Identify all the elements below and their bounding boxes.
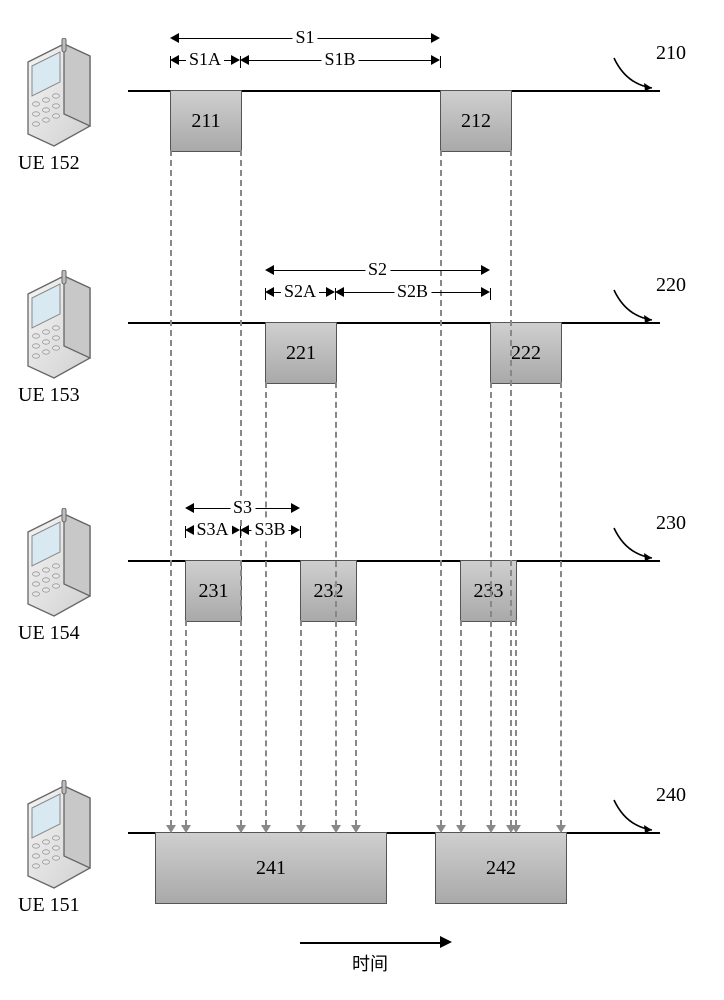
time-block: 221: [265, 322, 337, 384]
leader-arrow: [612, 288, 656, 322]
time-block-label: 212: [441, 91, 511, 151]
dim-arrow-right-icon: [291, 503, 300, 513]
dim-arrow-left-icon: [265, 287, 274, 297]
dash-line: [460, 620, 462, 826]
dim-label: S2B: [394, 281, 431, 302]
ue-label: UE 153: [18, 384, 80, 407]
dash-line: [185, 620, 187, 826]
dash-line: [510, 150, 512, 826]
time-block-label: 221: [266, 323, 336, 383]
dim-arrow-right-icon: [231, 55, 240, 65]
dim-arrow-right-icon: [231, 525, 240, 535]
time-block-label: 232: [301, 561, 356, 621]
dim-arrow-left-icon: [265, 265, 274, 275]
dash-line: [355, 620, 357, 826]
row-ref-number: 240: [656, 784, 686, 807]
dim-arrow-left-icon: [170, 33, 179, 43]
time-block: 222: [490, 322, 562, 384]
time-block-label: 222: [491, 323, 561, 383]
dim-arrow-left-icon: [240, 55, 249, 65]
dash-line: [265, 382, 267, 826]
timeline-baseline: [128, 322, 660, 324]
time-block: 233: [460, 560, 517, 622]
ue-label: UE 151: [18, 894, 80, 917]
dash-line: [170, 150, 172, 826]
dash-line: [560, 382, 562, 826]
time-block-label: 242: [436, 833, 566, 903]
dim-label: S2A: [281, 281, 319, 302]
dim-label: S1A: [186, 49, 224, 70]
dash-arrow-icon: [166, 825, 176, 833]
dim-arrow-left-icon: [335, 287, 344, 297]
dash-arrow-icon: [236, 825, 246, 833]
time-block: 242: [435, 832, 567, 904]
dim-arrow-right-icon: [481, 287, 490, 297]
leader-arrow: [612, 798, 656, 832]
dim-label: S3B: [251, 519, 288, 540]
dash-arrow-icon: [181, 825, 191, 833]
dash-arrow-icon: [556, 825, 566, 833]
leader-arrow: [612, 526, 656, 560]
dash-arrow-icon: [351, 825, 361, 833]
dim-arrow-right-icon: [431, 55, 440, 65]
ue-phone-icon: [18, 508, 98, 620]
time-axis-arrow-icon: [440, 936, 452, 948]
leader-arrow: [612, 56, 656, 90]
time-block-label: 233: [461, 561, 516, 621]
dim-label: S3: [230, 497, 255, 518]
ue-phone-icon: [18, 780, 98, 892]
dash-arrow-icon: [486, 825, 496, 833]
dash-arrow-icon: [511, 825, 521, 833]
time-block-label: 241: [156, 833, 386, 903]
dash-arrow-icon: [456, 825, 466, 833]
row-ref-number: 230: [656, 512, 686, 535]
dim-label: S2: [365, 259, 390, 280]
ue-phone-icon: [18, 270, 98, 382]
dash-line: [440, 150, 442, 826]
dash-arrow-icon: [331, 825, 341, 833]
time-block: 231: [185, 560, 242, 622]
dim-arrow-left-icon: [240, 525, 249, 535]
dash-line: [240, 620, 242, 826]
dash-arrow-icon: [296, 825, 306, 833]
dim-arrow-left-icon: [185, 503, 194, 513]
dim-label: S1B: [321, 49, 358, 70]
ue-label: UE 152: [18, 152, 80, 175]
dash-arrow-icon: [436, 825, 446, 833]
dim-arrow-left-icon: [170, 55, 179, 65]
dim-label: S1: [292, 27, 317, 48]
time-axis: [300, 942, 440, 944]
row-ref-number: 210: [656, 42, 686, 65]
time-axis-label: 时间: [352, 950, 388, 976]
dim-arrow-right-icon: [326, 287, 335, 297]
time-block-label: 231: [186, 561, 241, 621]
dash-line: [515, 620, 517, 826]
dim-arrow-right-icon: [431, 33, 440, 43]
time-block: 232: [300, 560, 357, 622]
time-block: 241: [155, 832, 387, 904]
dash-line: [300, 620, 302, 826]
dash-line: [335, 382, 337, 826]
dim-arrow-right-icon: [481, 265, 490, 275]
time-block-label: 211: [171, 91, 241, 151]
time-block: 212: [440, 90, 512, 152]
row-ref-number: 220: [656, 274, 686, 297]
dim-arrow-right-icon: [291, 525, 300, 535]
dash-line: [490, 382, 492, 826]
dim-label: S3A: [193, 519, 231, 540]
dash-arrow-icon: [261, 825, 271, 833]
time-block: 211: [170, 90, 242, 152]
ue-phone-icon: [18, 38, 98, 150]
ue-label: UE 154: [18, 622, 80, 645]
